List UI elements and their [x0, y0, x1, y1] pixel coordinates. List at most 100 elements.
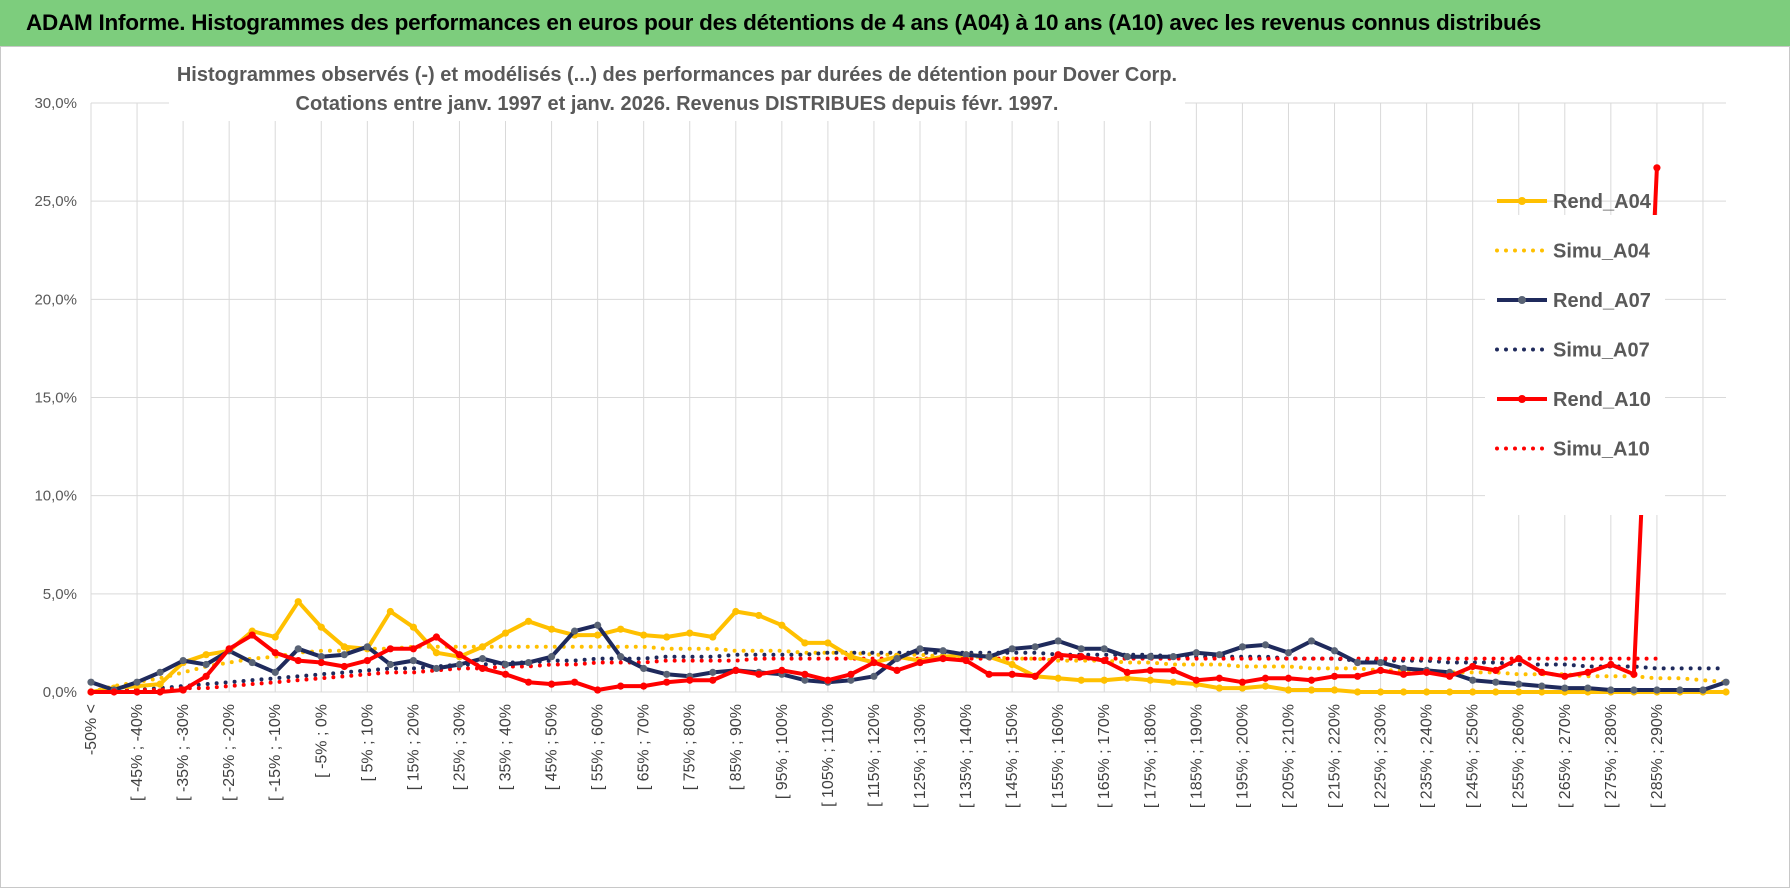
- data-point: [478, 643, 487, 651]
- data-point: [1169, 678, 1177, 686]
- data-point: [455, 651, 464, 659]
- data-point: [570, 627, 579, 635]
- data-point: [594, 631, 602, 639]
- data-point: [1446, 672, 1454, 680]
- data-point: [594, 621, 602, 629]
- data-point: [1515, 688, 1523, 696]
- y-tick-label: 20,0%: [34, 291, 77, 308]
- legend-label-Simu_A10: Simu_A10: [1553, 439, 1650, 461]
- data-point: [248, 658, 256, 667]
- data-point: [778, 621, 786, 629]
- data-point: [1100, 656, 1108, 665]
- data-point: [732, 607, 740, 616]
- data-point: [1123, 653, 1131, 661]
- data-point: [1446, 688, 1454, 696]
- data-point: [1653, 686, 1661, 694]
- data-point: [1330, 686, 1339, 694]
- x-tick-label: [ 205% ; 210%: [1280, 704, 1297, 808]
- data-point: [248, 631, 256, 639]
- data-point: [1307, 637, 1316, 645]
- data-point: [1584, 684, 1592, 692]
- performance-histogram-chart: 0,0% 5,0% 10,0% 15,0% 20,0% 25,0% 30,0% -50% <…: [34, 59, 1730, 808]
- y-tick-label: 10,0%: [34, 488, 77, 505]
- x-tick-label: [ 35% ; 40%: [498, 704, 515, 790]
- y-tick-label: 15,0%: [34, 390, 77, 407]
- data-point: [409, 623, 417, 631]
- x-tick-label: [ 145% ; 150%: [1004, 704, 1021, 808]
- data-point: [1607, 660, 1615, 669]
- data-point: [524, 658, 533, 667]
- data-point: [1607, 686, 1615, 694]
- x-axis-ticks: -50% < [ -45% ; -40% [ -35% ; -30% [ -25% ;…: [83, 704, 1666, 808]
- data-point: [501, 629, 510, 637]
- data-point: [709, 668, 717, 676]
- data-point: [1676, 686, 1684, 694]
- data-point: [432, 664, 441, 673]
- data-point: [640, 631, 648, 639]
- data-point: [1307, 676, 1316, 684]
- legend-label-Simu_A07: Simu_A07: [1553, 340, 1650, 362]
- data-point: [847, 676, 855, 684]
- data-point: [570, 678, 579, 686]
- data-point: [1469, 688, 1477, 696]
- x-tick-label: [ 185% ; 190%: [1188, 704, 1205, 808]
- data-point: [87, 678, 95, 686]
- data-point: [1100, 645, 1108, 653]
- data-point: [409, 656, 417, 665]
- report-title: ADAM Informe. Histogrammes des performan…: [26, 10, 1541, 35]
- x-tick-label: [ 135% ; 140%: [958, 704, 975, 808]
- legend-marker-Rend_A04: [1518, 197, 1526, 205]
- data-point: [1469, 676, 1477, 684]
- x-tick-label: [ 285% ; 290%: [1649, 704, 1666, 808]
- data-point: [801, 670, 809, 678]
- y-tick-label: 25,0%: [34, 193, 77, 210]
- data-point: [1376, 688, 1385, 696]
- data-point: [271, 649, 279, 657]
- x-tick-label: [ 165% ; 170%: [1096, 704, 1113, 808]
- legend-label-Rend_A10: Rend_A10: [1553, 389, 1651, 411]
- data-point: [962, 651, 970, 659]
- y-axis-ticks: 0,0% 5,0% 10,0% 15,0% 20,0% 25,0% 30,0%: [34, 95, 77, 701]
- data-point: [478, 664, 487, 673]
- data-point: [1538, 668, 1546, 676]
- data-point: [1376, 666, 1385, 675]
- data-point: [847, 670, 855, 678]
- data-point: [709, 676, 717, 684]
- data-point: [340, 662, 348, 671]
- data-point: [1261, 674, 1270, 682]
- report-banner: ADAM Informe. Histogrammes des performan…: [0, 0, 1790, 46]
- data-point: [179, 656, 187, 665]
- data-point: [1077, 676, 1085, 684]
- data-point: [1584, 668, 1592, 676]
- data-point: [1146, 676, 1154, 684]
- data-point: [1077, 645, 1085, 653]
- data-point: [870, 672, 878, 680]
- data-point: [640, 664, 648, 673]
- data-point: [686, 629, 694, 637]
- data-point: [455, 660, 464, 669]
- data-point: [1353, 658, 1362, 667]
- x-tick-label: [ 125% ; 130%: [912, 704, 929, 808]
- data-point: [294, 645, 302, 653]
- x-tick-label: [ 75% ; 80%: [682, 704, 699, 790]
- chart-title: Histogrammes observés (-) et modélisés (…: [177, 64, 1177, 86]
- chart-subtitle: Cotations entre janv. 1997 et janv. 2026…: [296, 93, 1059, 115]
- chart-frame: 0,0% 5,0% 10,0% 15,0% 20,0% 25,0% 30,0% -50% <…: [0, 46, 1790, 888]
- data-point: [1353, 688, 1362, 696]
- data-point: [1515, 655, 1523, 663]
- x-tick-label: [ 215% ; 220%: [1327, 704, 1344, 808]
- data-point: [1238, 643, 1247, 651]
- data-point: [916, 658, 924, 667]
- legend-label-Rend_A07: Rend_A07: [1553, 290, 1651, 312]
- series-line-Simu_A10: [89, 656, 1659, 694]
- data-point: [271, 668, 279, 676]
- data-point: [1307, 686, 1316, 694]
- data-point: [386, 660, 394, 669]
- x-tick-label: [ -15% ; -10%: [267, 704, 284, 801]
- x-tick-label: [ 195% ; 200%: [1234, 704, 1251, 808]
- data-point: [294, 656, 302, 665]
- legend-label-Simu_A04: Simu_A04: [1553, 241, 1651, 263]
- data-point: [501, 670, 510, 678]
- data-point: [663, 670, 671, 678]
- legend-label-Rend_A04: Rend_A04: [1553, 191, 1652, 213]
